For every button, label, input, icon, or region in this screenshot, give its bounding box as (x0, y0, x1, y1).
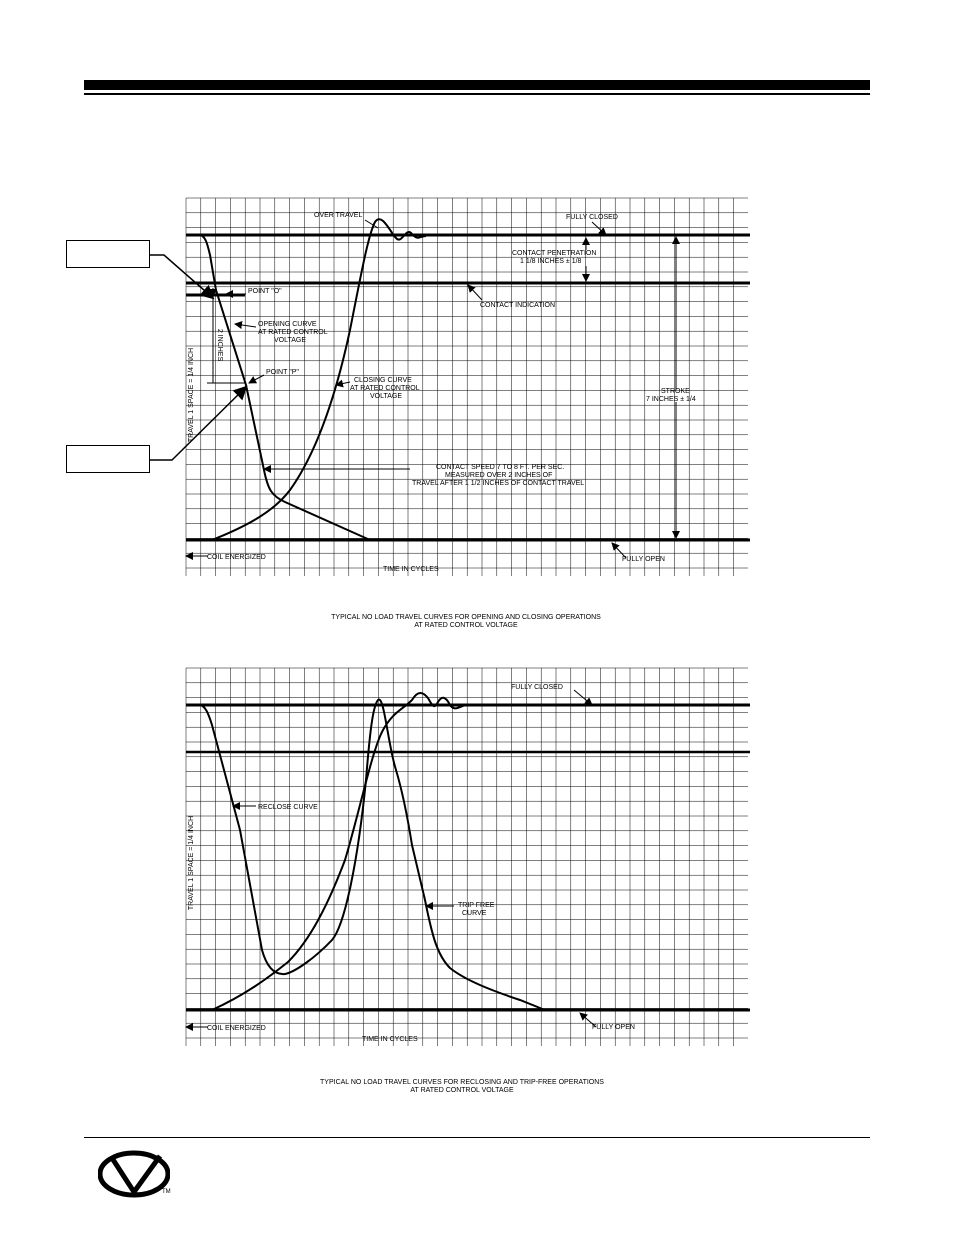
point-o-label: POINT "O" (248, 288, 282, 295)
chart2-coil-energized-label: COIL ENERGIZED (207, 1025, 266, 1032)
stroke-label: STROKE (661, 388, 690, 395)
chart2-reclose-curve (199, 698, 546, 1011)
contact-penetration-value: 1 1/8 INCHES ± 1/8 (520, 258, 582, 265)
chart2-y-axis-label: TRAVEL 1 SPACE = 1/4 INCH (188, 816, 195, 910)
chart2-time-label: TIME IN CYCLES (362, 1036, 418, 1043)
reclose-curve-label: RECLOSE CURVE (258, 804, 318, 811)
chart1-caption-line-2: AT RATED CONTROL VOLTAGE (414, 622, 518, 629)
trip-free-label-2: CURVE (462, 910, 487, 917)
callout-box-point-o (66, 240, 150, 268)
opening-curve-label-3: VOLTAGE (274, 337, 306, 344)
header-rule-thick (84, 80, 870, 90)
chart1-time-label: TIME IN CYCLES (383, 566, 439, 573)
chart1-caption-line-1: TYPICAL NO LOAD TRAVEL CURVES FOR OPENIN… (331, 614, 601, 621)
chart1-grid (185, 197, 748, 576)
chart2-fully-closed-label: FULLY CLOSED (511, 684, 563, 691)
chart1-fully-open-label: FULLY OPEN (622, 556, 665, 563)
chart2-closing-curve (211, 692, 467, 1011)
two-inches-label: 2 INCHES (216, 329, 223, 362)
trip-free-label-1: TRIP FREE (458, 902, 495, 909)
callout-point-o-leader (150, 254, 215, 300)
chart1-opening-curve (199, 234, 371, 541)
footer-rule (84, 1137, 870, 1138)
closing-curve-label-1: CLOSING CURVE (354, 377, 412, 384)
opening-curve-label-2: AT RATED CONTROL (258, 329, 328, 336)
company-logo-icon (98, 1150, 170, 1198)
opening-closing-chart: OVER TRAVEL FULLY CLOSED CONTACT PENETRA… (150, 197, 750, 629)
trademark-mark: TM (162, 1189, 171, 1195)
point-p-label: POINT "P" (266, 369, 299, 376)
over-travel-label: OVER TRAVEL (314, 212, 362, 219)
closing-curve-label-2: AT RATED CONTROL (350, 385, 420, 392)
stroke-value: 7 INCHES ± 1/4 (646, 396, 696, 403)
contact-speed-label-1: CONTACT SPEED 7 TO 8 FT. PER SEC. (436, 464, 564, 471)
header-rule-thin (84, 93, 870, 95)
contact-indication-label: CONTACT INDICATION (480, 302, 555, 309)
fully-closed-label: FULLY CLOSED (566, 214, 618, 221)
opening-curve-label-1: OPENING CURVE (258, 321, 317, 328)
chart2-caption-line-2: AT RATED CONTROL VOLTAGE (410, 1087, 514, 1094)
chart2-grid (185, 667, 748, 1046)
chart1-y-axis-label: TRAVEL 1 SPACE = 1/4 INCH (188, 348, 195, 442)
chart2-fully-open-label: FULLY OPEN (592, 1024, 635, 1031)
closing-curve-label-3: VOLTAGE (370, 393, 402, 400)
reclosing-tripfree-chart: FULLY CLOSED RECLOSE CURVE TRAVEL 1 SPAC… (185, 667, 750, 1094)
chart2-caption-line-1: TYPICAL NO LOAD TRAVEL CURVES FOR RECLOS… (320, 1079, 604, 1086)
contact-penetration-label: CONTACT PENETRATION (512, 250, 596, 257)
contact-speed-label-2: MEASURED OVER 2 INCHES OF (445, 472, 552, 479)
chart1-coil-energized-label: COIL ENERGIZED (207, 554, 266, 561)
chart1-closing-curve (211, 218, 427, 541)
contact-speed-label-3: TRAVEL AFTER 1 1/2 INCHES OF CONTACT TRA… (412, 480, 584, 487)
callout-point-p-leader (150, 385, 248, 461)
callout-box-point-p (66, 445, 150, 473)
